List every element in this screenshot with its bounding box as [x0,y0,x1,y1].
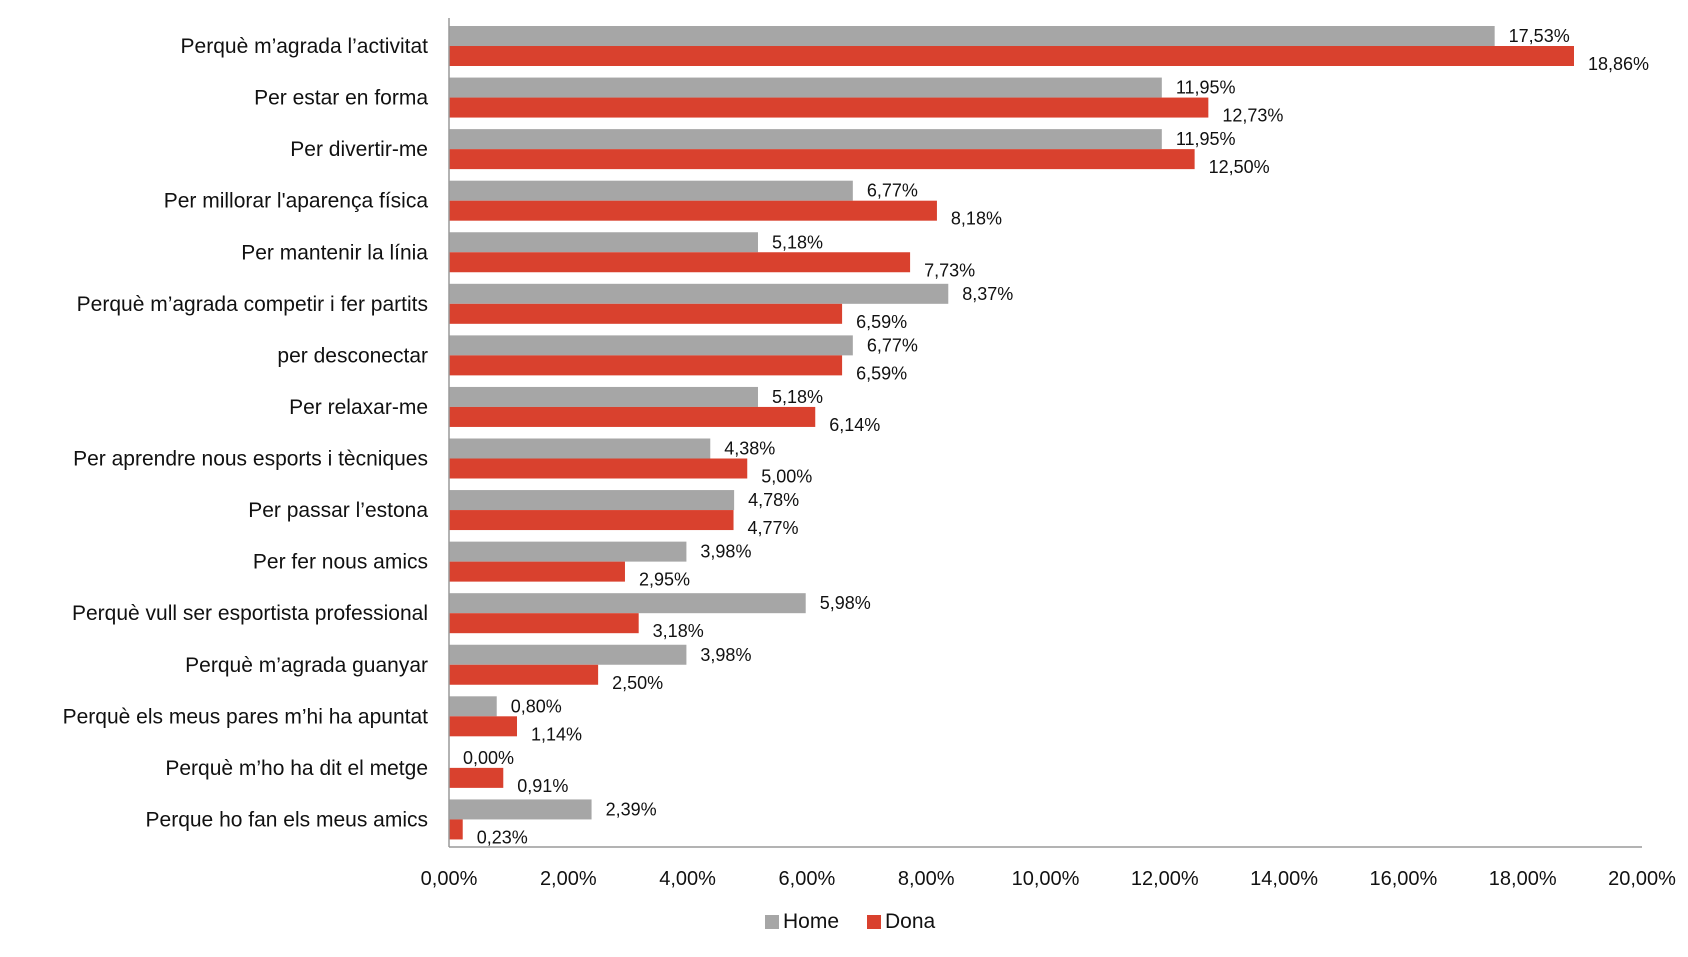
category-label: Per fer nous amics [253,551,428,574]
bar-dona [449,664,599,685]
x-tick-label: 14,00% [1250,868,1318,890]
category-label: Per passar l’estona [248,499,428,522]
bar-home [449,490,735,511]
value-label-home: 11,95% [1176,129,1236,149]
bar-dona [449,97,1209,118]
x-tick-label: 16,00% [1369,868,1437,890]
value-label-home: 2,39% [606,799,657,819]
category-label: Perquè m’agrada competir i fer partits [77,293,428,316]
bar-dona [449,819,463,840]
bar-dona [449,510,734,531]
x-tick-label: 4,00% [659,868,716,890]
value-label-dona: 18,86% [1588,54,1649,74]
bar-dona [449,355,843,376]
category-label: Perquè vull ser esportista professional [72,602,428,625]
category-label: Per mantenir la línia [241,241,428,264]
bar-home [449,180,853,201]
value-label-dona: 5,00% [761,467,812,487]
bar-home [449,386,758,407]
bar-dona [449,716,518,737]
value-label-home: 5,18% [772,232,823,252]
bar-home [449,593,806,614]
bar-home [449,129,1162,150]
bar-home [449,696,497,717]
legend-label-home: Home [783,910,839,933]
legend-label-dona: Dona [885,910,936,933]
bar-home [449,283,949,304]
value-label-dona: 2,95% [639,570,690,590]
category-label: Perquè els meus pares m’hi ha apuntat [63,705,429,728]
value-label-dona: 8,18% [951,209,1002,229]
value-label-dona: 3,18% [653,621,704,641]
bar-home [449,799,592,820]
x-tick-label: 0,00% [421,868,478,890]
bar-dona [449,252,911,273]
category-label: Per relaxar-me [289,396,428,419]
bar-home [449,644,687,665]
category-label: Perquè m’agrada l’activitat [181,35,429,58]
value-label-home: 0,80% [511,696,562,716]
value-label-home: 4,78% [748,490,799,510]
value-label-home: 6,77% [867,335,918,355]
value-label-dona: 0,23% [477,827,528,847]
category-label: Perque ho fan els meus amics [146,808,428,831]
x-tick-label: 20,00% [1608,868,1676,890]
value-label-home: 4,38% [724,439,775,459]
legend-swatch-home [765,915,779,929]
x-tick-label: 18,00% [1489,868,1557,890]
bar-home [449,335,853,356]
category-label: Per aprendre nous esports i tècniques [73,448,428,471]
bar-dona [449,406,816,427]
value-label-home: 5,98% [820,593,871,613]
value-label-dona: 12,73% [1222,106,1283,126]
value-label-home: 8,37% [962,284,1013,304]
value-label-dona: 6,14% [829,415,880,435]
category-label: Per estar en forma [254,87,428,110]
bar-home [449,438,711,459]
value-label-home: 11,95% [1176,78,1236,98]
value-label-home: 3,98% [700,542,751,562]
x-tick-label: 2,00% [540,868,597,890]
bar-dona [449,767,504,788]
value-label-dona: 1,14% [531,724,582,744]
value-label-dona: 4,77% [748,518,799,538]
value-label-home: 5,18% [772,387,823,407]
value-label-dona: 2,50% [612,673,663,693]
bar-home [449,232,758,253]
category-label: Per divertir-me [290,138,428,161]
value-label-dona: 7,73% [924,260,975,280]
category-label: Perquè m’ho ha dit el metge [165,757,428,780]
category-label: Perquè m’agrada guanyar [185,654,428,677]
x-tick-label: 10,00% [1012,868,1080,890]
bar-dona [449,303,843,324]
bar-dona [449,46,1574,66]
value-label-home: 17,53% [1509,26,1570,46]
x-tick-label: 8,00% [898,868,955,890]
value-label-home: 6,77% [867,181,918,201]
legend-swatch-dona [867,915,881,929]
bar-dona [449,149,1195,170]
bar-dona [449,561,625,582]
value-label-home: 0,00% [463,748,514,768]
value-label-dona: 6,59% [856,363,907,383]
value-label-dona: 0,91% [517,776,568,796]
bar-home [449,26,1495,46]
bar-dona [449,458,748,479]
value-label-home: 3,98% [700,645,751,665]
category-label: per desconectar [277,344,428,367]
bar-dona [449,200,937,221]
value-label-dona: 6,59% [856,312,907,332]
bar-home [449,541,687,562]
bar-dona [449,613,639,634]
x-tick-label: 12,00% [1131,868,1199,890]
bar-home [449,77,1162,98]
category-label: Per millorar l'aparença física [164,190,429,213]
value-label-dona: 12,50% [1209,157,1270,177]
x-tick-label: 6,00% [779,868,836,890]
